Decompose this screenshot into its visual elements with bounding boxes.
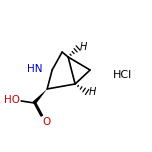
Text: HO: HO [4,95,20,105]
Text: O: O [42,117,50,127]
Text: HN: HN [27,64,42,74]
Text: H: H [89,87,97,97]
Text: H: H [80,42,88,52]
Polygon shape [33,89,47,104]
Text: HCl: HCl [112,70,132,80]
